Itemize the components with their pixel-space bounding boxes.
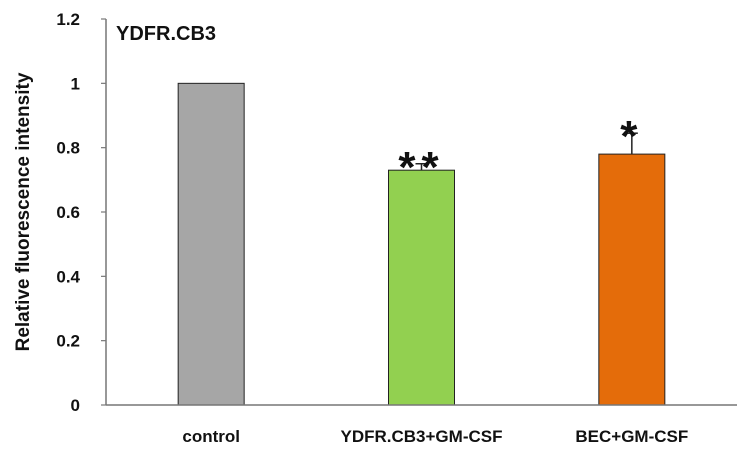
y-tick-label: 0.2 — [56, 332, 80, 351]
error-bars — [415, 132, 638, 171]
significance-markers: *** — [398, 112, 643, 192]
bar-0 — [177, 82, 245, 406]
bars — [177, 82, 666, 406]
significance-marker-2: * — [620, 112, 643, 161]
x-axis-categories: control YDFR.CB3+GM-CSF BEC+GM-CSF — [182, 427, 688, 446]
category-label-0: control — [182, 427, 240, 446]
category-label-1: YDFR.CB3+GM-CSF — [341, 427, 503, 446]
bar-1 — [388, 169, 455, 406]
bar-2 — [598, 153, 666, 406]
y-tick-label: 0 — [71, 396, 80, 415]
category-label-2: BEC+GM-CSF — [575, 427, 688, 446]
y-tick-label: 0.4 — [56, 267, 80, 286]
y-axis-ticks: 0 0.2 0.4 0.6 0.8 1 1.2 — [56, 10, 106, 415]
y-tick-label: 0.8 — [56, 139, 80, 158]
y-axis-label: Relative fluorescence intensity — [13, 72, 34, 351]
significance-marker-1: ** — [398, 143, 444, 192]
chart-title: YDFR.CB3 — [116, 23, 216, 45]
y-tick-label: 0.6 — [56, 203, 80, 222]
y-tick-label: 1.2 — [56, 10, 80, 29]
y-tick-label: 1 — [71, 74, 80, 93]
